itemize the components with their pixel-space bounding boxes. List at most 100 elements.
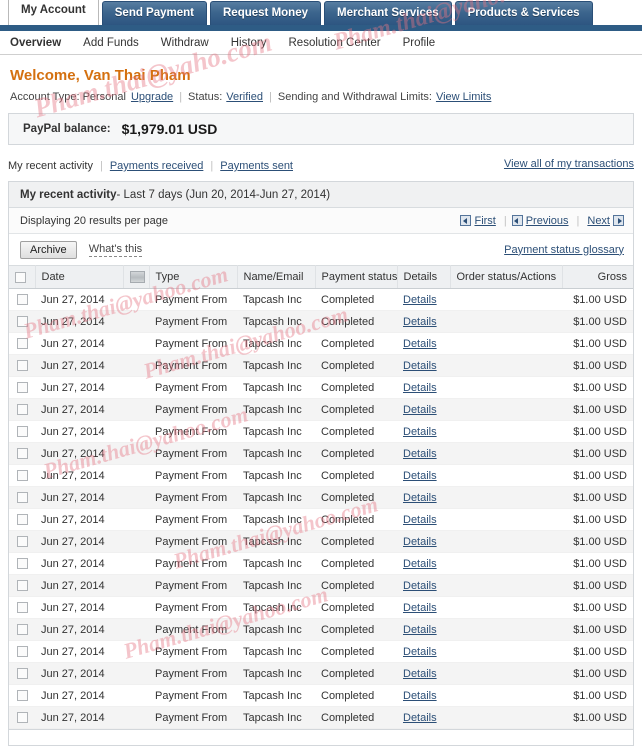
details-link[interactable]: Details (403, 535, 437, 548)
details-link[interactable]: Details (403, 469, 437, 482)
cell-date: Jun 27, 2014 (35, 376, 123, 399)
row-checkbox[interactable] (16, 338, 28, 350)
table-row[interactable]: Jun 27, 2014 Payment From Tapcash Inc Compl… (9, 420, 633, 443)
table-row[interactable]: Jun 27, 2014 Payment From Tapcash Inc Compl… (9, 442, 633, 465)
view-all-transactions-link[interactable]: View all of my transactions (503, 158, 634, 170)
row-checkbox[interactable] (16, 712, 28, 724)
details-link[interactable]: Details (403, 557, 437, 570)
column-header-payment-status[interactable]: Payment status (315, 265, 398, 289)
previous-arrow-icon[interactable] (511, 215, 523, 226)
whats-this-tooltip-link[interactable]: What's this (88, 242, 143, 257)
table-row[interactable]: Jun 27, 2014 Payment From Tapcash Inc Compl… (9, 552, 633, 575)
cell-payment-status: Completed (315, 706, 397, 729)
row-checkbox[interactable] (16, 316, 28, 328)
status-verified-link[interactable]: Verified (226, 91, 263, 103)
pagination-previous-link[interactable]: Previous (525, 214, 569, 227)
upgrade-link[interactable]: Upgrade (130, 91, 174, 103)
details-link[interactable]: Details (403, 337, 437, 350)
column-header-gross[interactable]: Gross (562, 265, 633, 289)
subnav-item-withdraw[interactable]: Withdraw (160, 36, 209, 49)
pagination-next-link[interactable]: Next (587, 214, 610, 227)
details-link[interactable]: Details (403, 425, 437, 438)
cell-flag (123, 684, 149, 707)
row-checkbox[interactable] (16, 602, 28, 614)
table-row[interactable]: Jun 27, 2014 Payment From Tapcash Inc Compl… (9, 706, 633, 729)
first-arrow-icon[interactable] (460, 215, 472, 226)
tab-products-services[interactable]: Products & Services (454, 1, 593, 25)
details-link[interactable]: Details (403, 601, 437, 614)
row-checkbox[interactable] (16, 404, 28, 416)
table-row[interactable]: Jun 27, 2014 Payment From Tapcash Inc Compl… (9, 398, 633, 421)
activity-link-payments-received[interactable]: Payments received (109, 160, 204, 172)
table-row[interactable]: Jun 27, 2014 Payment From Tapcash Inc Compl… (9, 310, 633, 333)
next-arrow-icon[interactable] (613, 215, 624, 226)
table-row[interactable]: Jun 27, 2014 Payment From Tapcash Inc Compl… (9, 332, 633, 355)
row-checkbox[interactable] (16, 382, 28, 394)
tab-merchant-services[interactable]: Merchant Services (324, 1, 452, 25)
table-row[interactable]: Jun 27, 2014 Payment From Tapcash Inc Compl… (9, 486, 633, 509)
row-checkbox[interactable] (16, 360, 28, 372)
subnav-item-profile[interactable]: Profile (402, 36, 436, 49)
details-link[interactable]: Details (403, 579, 437, 592)
table-row[interactable]: Jun 27, 2014 Payment From Tapcash Inc Compl… (9, 508, 633, 531)
row-checkbox[interactable] (16, 294, 28, 306)
row-checkbox[interactable] (16, 514, 28, 526)
row-checkbox[interactable] (16, 624, 28, 636)
table-row[interactable]: Jun 27, 2014 Payment From Tapcash Inc Compl… (9, 530, 633, 553)
details-link[interactable]: Details (403, 711, 437, 724)
details-link[interactable]: Details (403, 623, 437, 636)
details-link[interactable]: Details (403, 315, 437, 328)
column-header-type[interactable]: Type (149, 265, 238, 289)
details-link[interactable]: Details (403, 513, 437, 526)
table-row[interactable]: Jun 27, 2014 Payment From Tapcash Inc Compl… (9, 464, 633, 487)
archive-button[interactable]: Archive (20, 240, 77, 259)
pagination-first-link[interactable]: First (474, 214, 496, 227)
table-row[interactable]: Jun 27, 2014 Payment From Tapcash Inc Compl… (9, 662, 633, 685)
row-checkbox[interactable] (16, 580, 28, 592)
row-checkbox[interactable] (16, 668, 28, 680)
tab-send-payment[interactable]: Send Payment (101, 1, 207, 25)
details-link[interactable]: Details (403, 689, 437, 702)
cell-flag (123, 442, 149, 465)
column-header-details[interactable]: Details (397, 265, 451, 289)
subnav-item-history[interactable]: History (230, 36, 267, 49)
tab-my-account[interactable]: My Account (8, 0, 99, 25)
table-row[interactable]: Jun 27, 2014 Payment From Tapcash Inc Compl… (9, 288, 633, 311)
row-checkbox[interactable] (16, 646, 28, 658)
row-checkbox[interactable] (16, 492, 28, 504)
column-header-name-email[interactable]: Name/Email (237, 265, 316, 289)
subnav-item-overview[interactable]: Overview (10, 36, 62, 49)
column-header-order-status[interactable]: Order status/Actions (450, 265, 563, 289)
subnav-item-add-funds[interactable]: Add Funds (83, 36, 139, 49)
select-all-checkbox[interactable] (15, 271, 26, 283)
row-checkbox[interactable] (16, 690, 28, 702)
details-link[interactable]: Details (403, 667, 437, 680)
column-header-date[interactable]: Date (35, 265, 124, 289)
table-row[interactable]: Jun 27, 2014 Payment From Tapcash Inc Compl… (9, 618, 633, 641)
table-row[interactable]: Jun 27, 2014 Payment From Tapcash Inc Compl… (9, 574, 633, 597)
row-checkbox[interactable] (16, 470, 28, 482)
view-limits-link[interactable]: View Limits (435, 91, 492, 103)
details-link[interactable]: Details (403, 447, 437, 460)
details-link[interactable]: Details (403, 645, 437, 658)
table-row[interactable]: Jun 27, 2014 Payment From Tapcash Inc Compl… (9, 354, 633, 377)
row-checkbox[interactable] (16, 426, 28, 438)
details-link[interactable]: Details (403, 381, 437, 394)
row-select-cell (9, 706, 35, 729)
row-checkbox[interactable] (16, 558, 28, 570)
row-checkbox[interactable] (16, 448, 28, 460)
row-checkbox[interactable] (16, 536, 28, 548)
details-link[interactable]: Details (403, 293, 437, 306)
tab-request-money[interactable]: Request Money (210, 1, 321, 25)
details-link[interactable]: Details (403, 491, 437, 504)
table-row[interactable]: Jun 27, 2014 Payment From Tapcash Inc Compl… (9, 684, 633, 707)
cell-details: Details (397, 640, 450, 663)
table-row[interactable]: Jun 27, 2014 Payment From Tapcash Inc Compl… (9, 596, 633, 619)
table-row[interactable]: Jun 27, 2014 Payment From Tapcash Inc Compl… (9, 640, 633, 663)
details-link[interactable]: Details (403, 359, 437, 372)
activity-link-payments-sent[interactable]: Payments sent (220, 160, 293, 172)
subnav-item-resolution-center[interactable]: Resolution Center (288, 36, 381, 49)
table-row[interactable]: Jun 27, 2014 Payment From Tapcash Inc Compl… (9, 376, 633, 399)
details-link[interactable]: Details (403, 403, 437, 416)
payment-status-glossary-link[interactable]: Payment status glossary (504, 243, 624, 256)
